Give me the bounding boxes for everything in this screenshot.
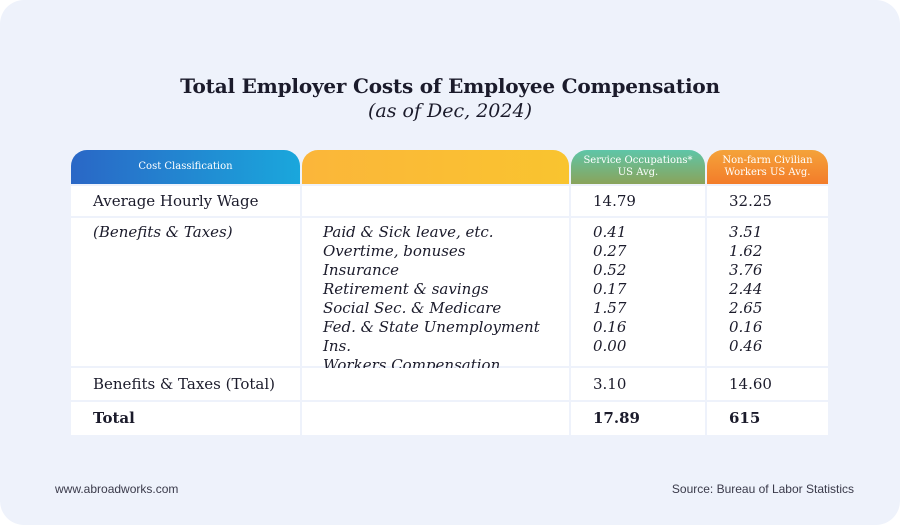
- row-wage-nonfarm: 32.25: [707, 186, 828, 216]
- row-benefits-items: Paid & Sick leave, etc. Overtime, bonuse…: [302, 218, 569, 374]
- row-wage-label: Average Hourly Wage: [71, 186, 300, 216]
- header-cost-classification: Cost Classification: [71, 150, 300, 184]
- header-blank: [302, 150, 569, 184]
- benefit-item: Fed. & State Unemployment Ins.: [323, 318, 540, 355]
- footer-website: www.abroadworks.com: [55, 482, 179, 496]
- row-benefits-total-nonfarm: 14.60: [707, 368, 828, 400]
- header-nonfarm-line2: Workers US Avg.: [724, 167, 811, 178]
- header-nonfarm-line1: Non-farm Civilian: [722, 155, 813, 166]
- benefit-nonfarm-value: 2.65: [729, 299, 763, 317]
- benefit-item: Retirement & savings: [323, 280, 489, 298]
- header-service-line1: Service Occupations*: [583, 155, 693, 166]
- benefit-nonfarm-value: 3.51: [729, 223, 763, 241]
- header-service-line2: US Avg.: [617, 167, 659, 178]
- row-benefits-service: 0.41 0.27 0.52 0.17 1.57 0.16 0.00: [571, 218, 705, 366]
- benefit-service-value: 0.17: [593, 280, 627, 298]
- benefit-service-value: 0.41: [593, 223, 627, 241]
- benefit-nonfarm-value: 0.46: [729, 337, 763, 355]
- benefit-nonfarm-value: 3.76: [729, 261, 763, 279]
- row-benefits-label-text: (Benefits & Taxes): [93, 223, 233, 241]
- row-wage-blank: [302, 186, 569, 216]
- row-total-service: 17.89: [571, 402, 705, 435]
- header-nonfarm-workers: Non-farm Civilian Workers US Avg.: [707, 150, 828, 184]
- benefit-item: Paid & Sick leave, etc.: [323, 223, 494, 241]
- row-benefits-total-blank: [302, 368, 569, 400]
- page-subtitle: (as of Dec, 2024): [367, 100, 532, 122]
- benefit-item: Overtime, bonuses: [323, 242, 466, 260]
- benefit-item: Social Sec. & Medicare: [323, 299, 502, 317]
- benefit-service-value: 1.57: [593, 299, 627, 317]
- row-total-nonfarm: 615: [707, 402, 828, 435]
- header-service-occupations: Service Occupations* US Avg.: [571, 150, 705, 184]
- row-total-label: Total: [71, 402, 300, 435]
- benefit-service-value: 0.16: [593, 318, 627, 336]
- header-cost-classification-label: Cost Classification: [138, 161, 233, 172]
- benefit-nonfarm-value: 2.44: [729, 280, 763, 298]
- row-benefits-total-service: 3.10: [571, 368, 705, 400]
- benefit-service-value: 0.00: [593, 337, 627, 355]
- footer-source: Source: Bureau of Labor Statistics: [671, 482, 854, 496]
- row-wage-service: 14.79: [571, 186, 705, 216]
- benefit-service-value: 0.27: [593, 242, 627, 260]
- benefit-nonfarm-value: 0.16: [729, 318, 763, 336]
- benefit-item: Insurance: [323, 261, 399, 279]
- benefit-nonfarm-value: 1.62: [729, 242, 763, 260]
- page-title: Total Employer Costs of Employee Compens…: [180, 74, 720, 98]
- row-benefits-nonfarm: 3.51 1.62 3.76 2.44 2.65 0.16 0.46: [707, 218, 828, 366]
- row-benefits-total-label: Benefits & Taxes (Total): [71, 368, 300, 400]
- row-total-blank: [302, 402, 569, 435]
- benefit-service-value: 0.52: [593, 261, 627, 279]
- row-benefits-label: (Benefits & Taxes): [71, 218, 300, 366]
